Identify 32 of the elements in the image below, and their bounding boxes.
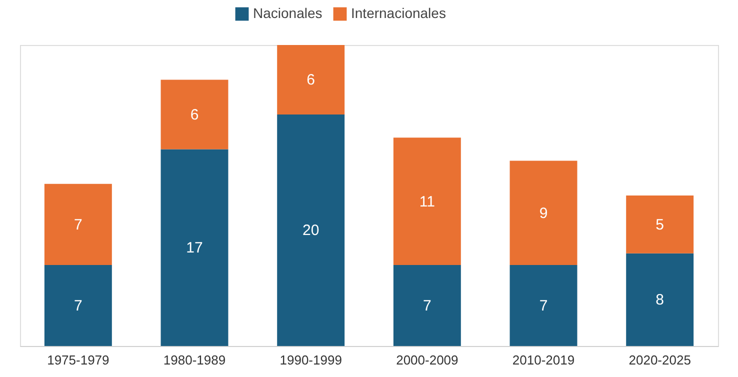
- x-tick-label: 1975-1979: [47, 352, 110, 368]
- bar: [510, 264, 578, 346]
- x-tick-label: 2020-2025: [628, 352, 691, 368]
- x-tick-label: 2000-2009: [396, 352, 458, 368]
- data-label: 8: [656, 292, 664, 309]
- data-label: 17: [186, 240, 203, 257]
- data-label: 5: [656, 216, 664, 234]
- bar: [277, 45, 345, 114]
- bar: [626, 253, 694, 346]
- x-tick-label: 2010-2019: [512, 352, 575, 368]
- bar: [44, 264, 112, 346]
- data-label: 7: [539, 297, 548, 314]
- x-tick-label: 1990-1999: [280, 352, 342, 368]
- x-tick-label: 1980-1989: [163, 352, 226, 368]
- data-label: 11: [419, 193, 435, 210]
- data-label: 7: [74, 216, 82, 234]
- legend-label: Internacionales: [351, 5, 446, 21]
- bar: [160, 80, 228, 150]
- bar: [393, 138, 461, 265]
- data-label: 7: [74, 297, 82, 314]
- data-label: 20: [302, 222, 320, 240]
- bar: [626, 196, 694, 254]
- bar: [393, 264, 461, 346]
- bar: [160, 149, 228, 346]
- data-label: 6: [306, 72, 316, 89]
- data-label: 9: [539, 204, 548, 222]
- bar: [44, 184, 112, 265]
- bar: [277, 114, 345, 346]
- data-label: 7: [422, 297, 432, 314]
- legend-label: Nacionales: [253, 5, 322, 21]
- bar: [510, 160, 578, 265]
- data-label: 6: [190, 106, 199, 124]
